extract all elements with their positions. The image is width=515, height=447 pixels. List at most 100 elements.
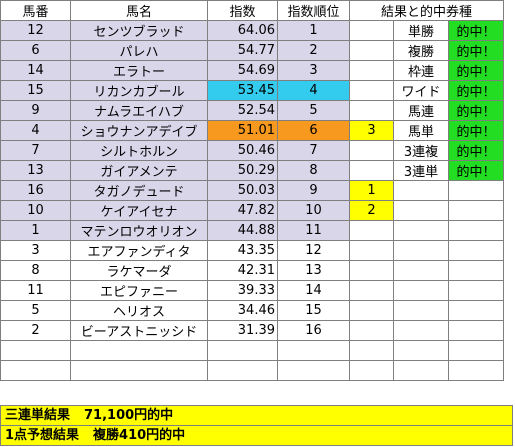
horse-name-cell: エアファンディタ: [70, 240, 208, 261]
index-cell: 53.45: [207, 80, 278, 101]
index-rank-cell: 2: [277, 40, 350, 61]
horse-number-cell: 7: [0, 140, 71, 161]
index-cell: 47.82: [207, 200, 278, 221]
bet-type-cell: [393, 320, 449, 341]
horse-number-cell: 4: [0, 120, 71, 141]
table-row: 7 シルトホルン 50.46 7 3連複 的中！: [0, 140, 504, 161]
hit-status-cell: [448, 240, 504, 261]
horse-number-cell: 14: [0, 60, 71, 81]
index-cell: 64.06: [207, 20, 278, 41]
finish-position-cell: [349, 80, 394, 101]
index-cell: 51.01: [207, 120, 278, 141]
horse-name-cell: センツブラッド: [70, 20, 208, 41]
hit-status-cell: 的中！: [448, 80, 504, 101]
horse-number-cell: 5: [0, 300, 71, 321]
index-cell: 50.03: [207, 180, 278, 201]
index-cell: 54.69: [207, 60, 278, 81]
finish-position-cell: [349, 60, 394, 81]
horse-name-cell: マテンロウオリオン: [70, 220, 208, 241]
finish-position-cell: [349, 140, 394, 161]
trifecta-result-label: 三連単結果: [5, 408, 71, 423]
bet-type-cell: 3連単: [393, 160, 449, 181]
table-row: 8 ラケマーダ 42.31 13: [0, 260, 504, 281]
header-horse-number: 馬番: [0, 0, 71, 21]
horse-name-cell: ケイアイセナ: [70, 200, 208, 221]
trifecta-result-value: 71,100円的中: [84, 408, 174, 423]
finish-position-cell: [349, 260, 394, 281]
horse-number-cell: 1: [0, 220, 71, 241]
header-index-rank: 指数順位: [277, 0, 350, 21]
table-row: 12 センツブラッド 64.06 1 単勝 的中！: [0, 20, 504, 41]
single-pick-result-banner: 1点予想結果 複勝410円的中: [0, 425, 513, 446]
hit-status-cell: [448, 200, 504, 221]
hit-status-cell: 的中！: [448, 40, 504, 61]
horse-number-cell: 10: [0, 200, 71, 221]
finish-position-cell: [349, 40, 394, 61]
table-row: 15 リカンカブール 53.45 4 ワイド 的中！: [0, 80, 504, 101]
finish-position-cell: 3: [349, 120, 394, 141]
hit-status-cell: [448, 300, 504, 321]
index-rank-cell: 11: [277, 220, 350, 241]
finish-position-cell: [349, 280, 394, 301]
table-row: [0, 340, 504, 361]
table-row: 10 ケイアイセナ 47.82 10 2: [0, 200, 504, 221]
index-cell: 31.39: [207, 320, 278, 341]
hit-status-cell: [448, 280, 504, 301]
bet-type-cell: [393, 200, 449, 221]
bet-type-cell: [393, 260, 449, 281]
hit-status-cell: [448, 360, 504, 381]
index-rank-cell: 8: [277, 160, 350, 181]
bet-type-cell: [393, 300, 449, 321]
horse-number-cell: 15: [0, 80, 71, 101]
horse-number-cell: 12: [0, 20, 71, 41]
table-row: 9 ナムラエイハブ 52.54 5 馬連 的中！: [0, 100, 504, 121]
bet-type-cell: [393, 280, 449, 301]
index-cell: 50.46: [207, 140, 278, 161]
index-cell: [207, 360, 278, 381]
header-index: 指数: [207, 0, 278, 21]
index-rank-cell: [277, 340, 350, 361]
index-cell: 54.77: [207, 40, 278, 61]
table-row: 4 ショウナンアデイブ 51.01 6 3 馬単 的中！: [0, 120, 504, 141]
bet-type-cell: 複勝: [393, 40, 449, 61]
horse-name-cell: [70, 340, 208, 361]
table-row: 3 エアファンディタ 43.35 12: [0, 240, 504, 261]
table-row: 13 ガイアメンテ 50.29 8 3連単 的中！: [0, 160, 504, 181]
horse-number-cell: 2: [0, 320, 71, 341]
horse-name-cell: ガイアメンテ: [70, 160, 208, 181]
horse-number-cell: 6: [0, 40, 71, 61]
hit-status-cell: 的中！: [448, 60, 504, 81]
hit-status-cell: 的中！: [448, 100, 504, 121]
index-cell: 39.33: [207, 280, 278, 301]
horse-name-cell: ビーアストニッシド: [70, 320, 208, 341]
finish-position-cell: 1: [349, 180, 394, 201]
index-rank-cell: 5: [277, 100, 350, 121]
table-row: 16 タガノデュード 50.03 9 1: [0, 180, 504, 201]
index-rank-cell: 14: [277, 280, 350, 301]
hit-status-cell: [448, 260, 504, 281]
index-cell: 44.88: [207, 220, 278, 241]
horse-name-cell: パレハ: [70, 40, 208, 61]
horse-name-cell: エピファニー: [70, 280, 208, 301]
bet-type-cell: 3連複: [393, 140, 449, 161]
finish-position-cell: [349, 20, 394, 41]
bet-type-cell: [393, 220, 449, 241]
table-row: 14 エラトー 54.69 3 枠連 的中！: [0, 60, 504, 81]
header-horse-name: 馬名: [70, 0, 208, 21]
horse-number-cell: 16: [0, 180, 71, 201]
finish-position-cell: [349, 100, 394, 121]
index-rank-cell: 7: [277, 140, 350, 161]
horse-name-cell: エラトー: [70, 60, 208, 81]
index-table: 馬番 馬名 指数 指数順位 結果と的中券種 12 センツブラッド 64.06 1 単勝的…: [0, 0, 504, 381]
header-row: 馬番 馬名 指数 指数順位 結果と的中券種: [0, 0, 504, 21]
bet-type-cell: [393, 340, 449, 361]
finish-position-cell: [349, 220, 394, 241]
single-pick-result-value: 複勝410円的中: [93, 428, 186, 443]
single-pick-result-label: 1点予想結果: [5, 428, 80, 443]
index-rank-cell: 16: [277, 320, 350, 341]
table-row: 2 ビーアストニッシド 31.39 16: [0, 320, 504, 341]
horse-name-cell: シルトホルン: [70, 140, 208, 161]
horse-name-cell: [70, 360, 208, 381]
finish-position-cell: 2: [349, 200, 394, 221]
horse-name-cell: タガノデュード: [70, 180, 208, 201]
